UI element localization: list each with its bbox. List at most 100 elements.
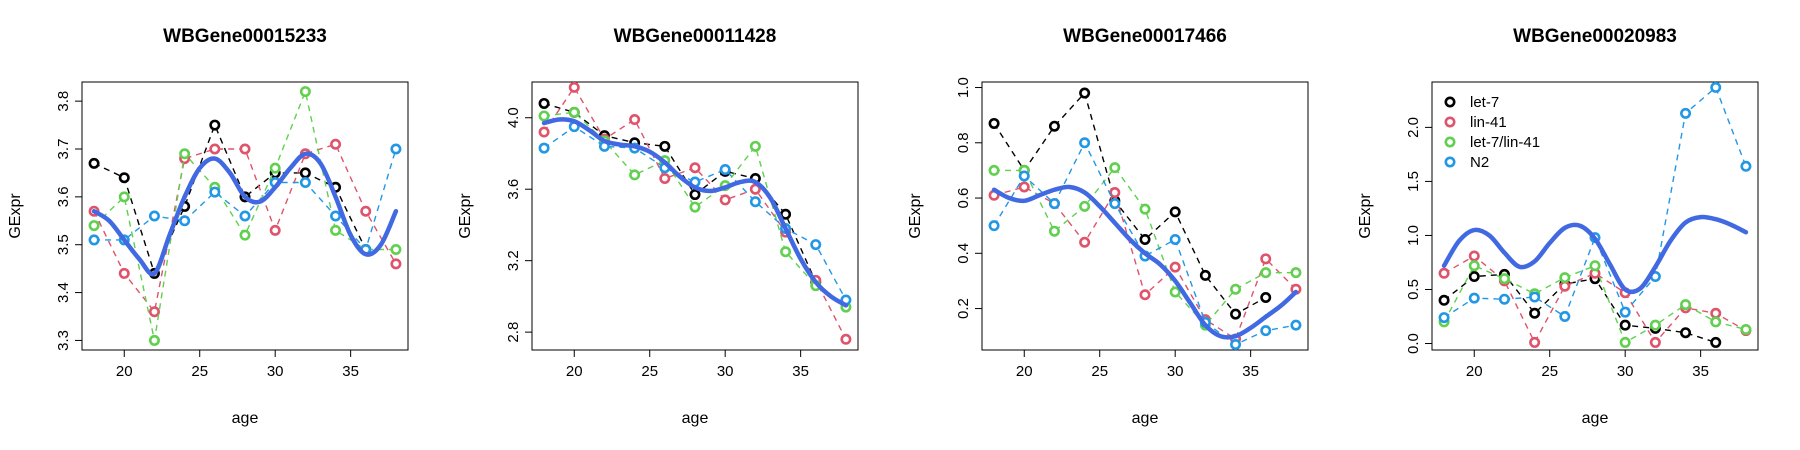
chart-title: WBGene00017466 xyxy=(1063,26,1227,47)
y-tick-label: 3.8 xyxy=(55,91,72,112)
y-tick-label: 0.8 xyxy=(955,132,972,153)
y-tick-label: 0.4 xyxy=(955,243,972,264)
x-tick-label: 30 xyxy=(717,363,734,380)
data-point xyxy=(90,159,98,167)
chart-title: WBGene00011428 xyxy=(614,26,777,47)
data-point xyxy=(691,164,699,172)
x-tick-label: 25 xyxy=(641,363,658,380)
y-tick-label: 0.5 xyxy=(1405,279,1422,300)
data-point xyxy=(1080,139,1088,147)
data-point xyxy=(1262,326,1270,334)
data-point xyxy=(1742,325,1750,333)
data-point xyxy=(1500,274,1508,282)
data-point xyxy=(691,203,699,211)
data-point xyxy=(1050,122,1058,130)
data-point xyxy=(781,248,789,256)
x-axis-label: age xyxy=(1582,410,1609,427)
data-point xyxy=(812,240,820,248)
data-point xyxy=(1440,313,1448,321)
data-point xyxy=(1470,272,1478,280)
data-point xyxy=(392,245,400,253)
x-tick-label: 30 xyxy=(1617,363,1634,380)
y-tick-label: 3.6 xyxy=(55,186,72,207)
data-point xyxy=(540,112,548,120)
data-point xyxy=(150,336,158,344)
x-tick-label: 25 xyxy=(1541,363,1558,380)
data-point xyxy=(1231,285,1239,293)
x-axis-label: age xyxy=(1132,410,1159,427)
data-point xyxy=(1171,263,1179,271)
data-point xyxy=(392,145,400,153)
data-point xyxy=(751,198,759,206)
data-point xyxy=(1621,338,1629,346)
data-point xyxy=(301,169,309,177)
series-line xyxy=(544,103,816,282)
y-axis-label: GExpr xyxy=(457,193,474,239)
x-tick-label: 25 xyxy=(191,363,208,380)
x-tick-label: 20 xyxy=(1466,363,1483,380)
data-point xyxy=(1561,312,1569,320)
y-tick-label: 3.6 xyxy=(505,179,522,200)
y-tick-label: 1.0 xyxy=(1405,225,1422,246)
data-point xyxy=(1171,288,1179,296)
data-point xyxy=(990,119,998,127)
x-tick-label: 35 xyxy=(342,363,359,380)
data-point xyxy=(1440,269,1448,277)
data-point xyxy=(1050,227,1058,235)
data-point xyxy=(150,308,158,316)
data-point xyxy=(1292,268,1300,276)
y-tick-label: 4.0 xyxy=(505,107,522,128)
data-point xyxy=(392,260,400,268)
data-point xyxy=(1681,300,1689,308)
data-point xyxy=(211,145,219,153)
data-point xyxy=(540,99,548,107)
data-point xyxy=(1262,268,1270,276)
data-point xyxy=(1712,338,1720,346)
legend-marker xyxy=(1446,138,1454,146)
data-point xyxy=(241,212,249,220)
y-tick-label: 0.0 xyxy=(1405,333,1422,354)
data-point xyxy=(1020,183,1028,191)
data-point xyxy=(301,87,309,95)
series-line xyxy=(544,87,846,339)
data-point xyxy=(1651,321,1659,329)
legend: let-7 lin-41 let-7/lin-41 N2 xyxy=(1446,94,1540,171)
data-point xyxy=(1681,329,1689,337)
data-point xyxy=(721,196,729,204)
data-point xyxy=(241,145,249,153)
data-point xyxy=(1141,205,1149,213)
data-point xyxy=(721,165,729,173)
x-tick-label: 20 xyxy=(566,363,583,380)
x-tick-label: 35 xyxy=(1692,363,1709,380)
data-point xyxy=(630,115,638,123)
data-point xyxy=(1470,252,1478,260)
y-axis-label: GExpr xyxy=(1357,193,1374,239)
x-tick-label: 35 xyxy=(792,363,809,380)
data-point xyxy=(1742,162,1750,170)
data-point xyxy=(1712,318,1720,326)
data-point xyxy=(362,207,370,215)
y-tick-label: 3.7 xyxy=(55,139,72,160)
legend-label: N2 xyxy=(1470,154,1489,171)
data-point xyxy=(211,121,219,129)
chart-panel: WBGene0001142820 25 30 352.83.23.64.0ageGEx… xyxy=(457,26,858,427)
y-axis-label: GExpr xyxy=(7,193,24,239)
y-tick-label: 1.5 xyxy=(1405,171,1422,192)
plot-area xyxy=(540,83,850,343)
data-point xyxy=(1111,188,1119,196)
data-point xyxy=(990,166,998,174)
chart-panel: WBGene00017466 20 25 30 35 0.2 0.4 0.6 0.8 1.0 age… xyxy=(907,26,1308,427)
legend-label: let-7 xyxy=(1470,94,1499,111)
legend-marker xyxy=(1446,118,1454,126)
chart-title: WBGene00020983 xyxy=(1513,26,1677,47)
data-point xyxy=(331,140,339,148)
legend-marker xyxy=(1446,158,1454,166)
y-tick-label: 0.2 xyxy=(955,298,972,319)
data-point xyxy=(661,142,669,150)
legend-marker xyxy=(1446,98,1454,106)
data-point xyxy=(1111,199,1119,207)
data-point xyxy=(1141,235,1149,243)
data-point xyxy=(271,164,279,172)
data-point xyxy=(1500,295,1508,303)
